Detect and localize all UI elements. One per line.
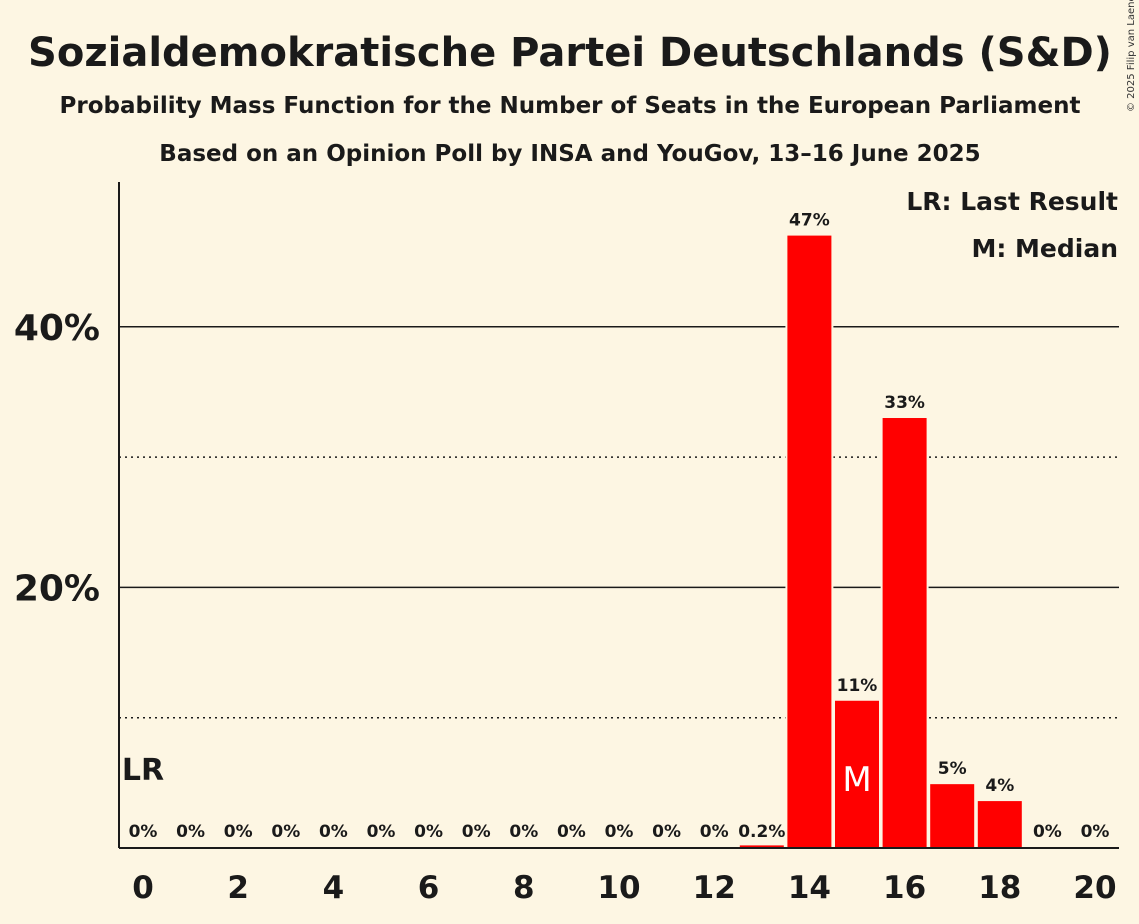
- bar-label-11: 0%: [652, 822, 681, 842]
- bar-label-20: 0%: [1081, 822, 1110, 842]
- bar-13: [739, 845, 784, 848]
- bar-label-14: 47%: [789, 211, 830, 231]
- bar-label-0: 0%: [129, 822, 158, 842]
- bar-label-5: 0%: [367, 822, 396, 842]
- legend-background: [930, 178, 1122, 290]
- x-tick-18: 18: [978, 870, 1021, 906]
- bar-label-13: 0.2%: [738, 822, 785, 842]
- bar-label-6: 0%: [414, 822, 443, 842]
- bar-14: [787, 235, 832, 849]
- bar-labels: 0% 0% 0% 0% 0% 0% 0% 0% 0% 0% 0% 0% 0% 0.2% 47% 11% 33% 5…: [129, 211, 1110, 842]
- bar-label-9: 0%: [557, 822, 586, 842]
- x-tick-20: 20: [1073, 870, 1116, 906]
- bar-label-10: 0%: [605, 822, 634, 842]
- bar-label-18: 4%: [985, 776, 1014, 796]
- bar-label-17: 5%: [938, 759, 967, 779]
- x-tick-10: 10: [597, 870, 640, 906]
- bar-label-15: 11%: [837, 676, 878, 696]
- copyright: © 2025 Filip van Laenen: [1126, 0, 1137, 112]
- legend-last-result: LR: Last Result: [906, 187, 1118, 216]
- bar-16: [882, 418, 927, 848]
- y-tick-labels: 20% 40%: [14, 308, 100, 610]
- bar-18: [977, 801, 1022, 848]
- y-tick-1: 40%: [14, 308, 100, 349]
- gridlines: [119, 326, 1119, 719]
- x-tick-0: 0: [132, 870, 154, 906]
- chart-subtitle: Probability Mass Function for the Number…: [60, 93, 1081, 119]
- bar-label-12: 0%: [700, 822, 729, 842]
- bar-label-16: 33%: [884, 393, 925, 413]
- chart-subtitle-2: Based on an Opinion Poll by INSA and You…: [159, 141, 980, 167]
- bar-label-3: 0%: [271, 822, 300, 842]
- bar-15: [835, 700, 879, 848]
- bar-label-8: 0%: [509, 822, 538, 842]
- bars: [737, 235, 1024, 849]
- x-tick-6: 6: [418, 870, 440, 906]
- x-tick-8: 8: [513, 870, 535, 906]
- last-result-marker: LR: [122, 753, 164, 788]
- bar-label-7: 0%: [462, 822, 491, 842]
- x-tick-labels: 0 2 4 6 8 10 12 14 16 18 20: [132, 870, 1116, 906]
- y-tick-0: 20%: [14, 568, 100, 609]
- x-tick-2: 2: [227, 870, 249, 906]
- x-tick-4: 4: [323, 870, 345, 906]
- bar-label-1: 0%: [176, 822, 205, 842]
- x-tick-16: 16: [883, 870, 926, 906]
- x-tick-14: 14: [788, 870, 831, 906]
- median-marker: M: [842, 760, 871, 800]
- bar-17: [930, 784, 975, 848]
- chart-title: Sozialdemokratische Partei Deutschlands …: [28, 30, 1112, 76]
- bar-label-4: 0%: [319, 822, 348, 842]
- x-tick-12: 12: [693, 870, 736, 906]
- bar-label-19: 0%: [1033, 822, 1062, 842]
- bar-label-2: 0%: [224, 822, 253, 842]
- legend-median: M: Median: [971, 234, 1118, 263]
